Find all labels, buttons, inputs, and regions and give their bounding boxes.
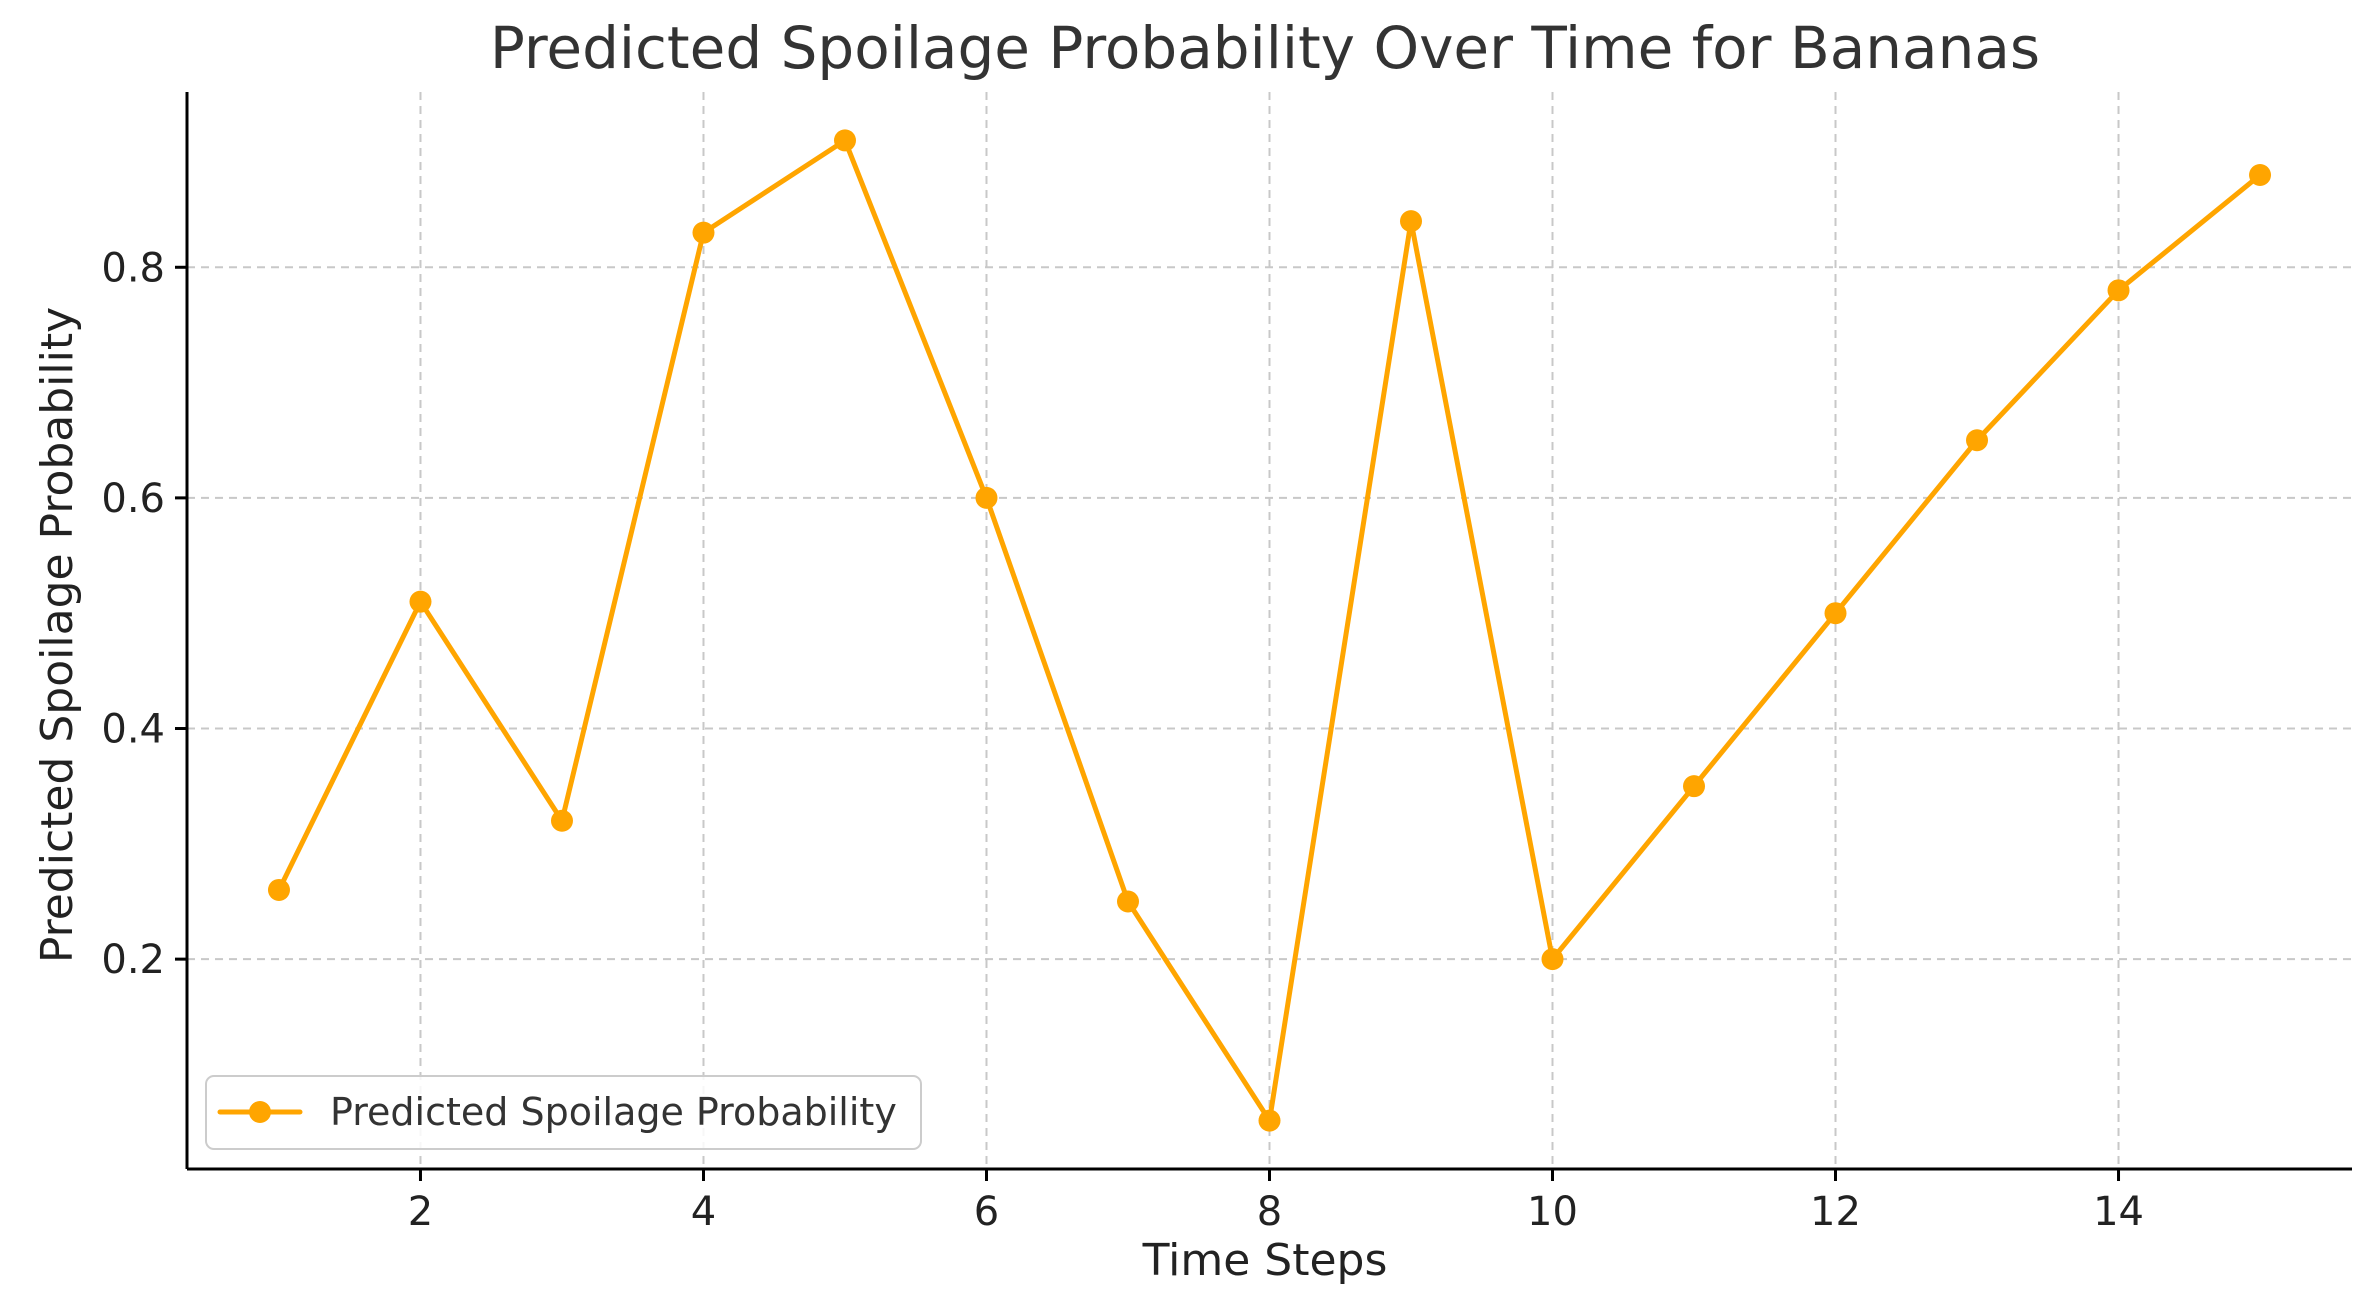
- y-tick-label: 0.6: [101, 476, 165, 522]
- x-tick-label: 14: [2093, 1189, 2144, 1235]
- grid: [187, 92, 2352, 1169]
- data-point: [1824, 602, 1847, 625]
- x-tick-label: 2: [408, 1189, 433, 1235]
- y-tick-label: 0.4: [101, 707, 165, 753]
- x-axis-label: Time Steps: [1142, 1235, 1388, 1286]
- data-point: [409, 590, 432, 613]
- data-point: [975, 486, 998, 509]
- data-point: [550, 809, 573, 832]
- x-tick-label: 4: [691, 1189, 716, 1235]
- legend: Predicted Spoilage Probability: [205, 1075, 922, 1150]
- data-point: [2107, 279, 2130, 302]
- y-tick-label: 0.2: [101, 937, 165, 983]
- data-point: [1400, 210, 1423, 233]
- x-tick-label: 8: [1257, 1189, 1282, 1235]
- series-layer: [267, 129, 2272, 1132]
- data-point: [267, 878, 290, 901]
- legend-marker-swatch: [249, 1101, 271, 1123]
- data-point: [692, 221, 715, 244]
- data-point: [1683, 775, 1706, 798]
- data-point: [1258, 1109, 1281, 1132]
- data-point: [1966, 429, 1989, 452]
- legend-entry-label: Predicted Spoilage Probability: [330, 1090, 897, 1134]
- chart-title: Predicted Spoilage Probability Over Time…: [490, 14, 2040, 82]
- data-point: [1541, 948, 1564, 971]
- data-point: [833, 129, 856, 152]
- legend-box: [205, 1075, 922, 1150]
- data-point: [2249, 164, 2272, 187]
- ticks: 2 4 6 8 10 12 14 0.2 0.4 0.6 0.8: [101, 245, 2144, 1235]
- x-tick-label: 12: [1810, 1189, 1861, 1235]
- y-tick-label: 0.8: [101, 245, 165, 291]
- y-axis-label: Predicted Spoilage Probability: [32, 307, 83, 963]
- x-tick-label: 6: [974, 1189, 999, 1235]
- data-point: [1116, 890, 1139, 913]
- x-tick-label: 10: [1527, 1189, 1578, 1235]
